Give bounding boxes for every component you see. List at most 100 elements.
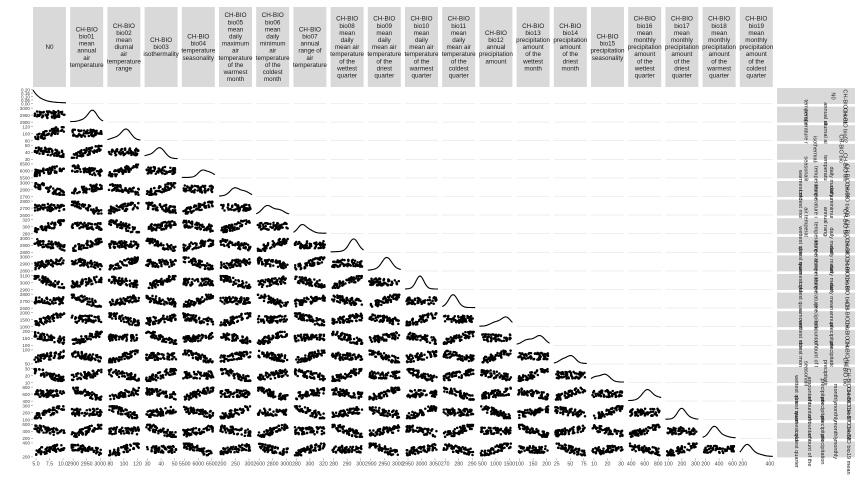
scatter-point — [39, 321, 42, 324]
scatter-point — [95, 239, 98, 242]
scatter-point — [157, 190, 160, 193]
scatter-point — [86, 297, 89, 300]
scatter-point — [170, 298, 173, 301]
scatter-point — [169, 170, 172, 173]
scatter-point — [42, 152, 45, 155]
panel-bio07-bio07 — [293, 225, 326, 234]
scatter-point — [50, 283, 53, 286]
scatter-point — [156, 240, 159, 243]
scatter-point — [56, 315, 59, 318]
scatter-point — [48, 208, 51, 211]
scatter-point — [279, 299, 282, 302]
scatter-point — [116, 262, 119, 265]
scatter-point — [333, 298, 336, 301]
scatter-point — [63, 287, 66, 290]
scatter-point — [122, 171, 125, 174]
scatter-point — [42, 208, 45, 211]
scatter-point — [82, 319, 85, 322]
scatter-point — [54, 191, 57, 194]
scatter-point — [339, 264, 342, 267]
scatter-point — [165, 318, 168, 321]
scatter-point — [71, 285, 74, 288]
scatter-point — [298, 242, 301, 245]
scatter-point — [98, 132, 101, 135]
scatter-point — [311, 301, 314, 304]
scatter-point — [153, 170, 156, 173]
scatter-point — [391, 280, 394, 283]
scatter-point — [100, 212, 103, 215]
scatter-point — [109, 171, 112, 174]
scatter-point — [60, 257, 63, 260]
scatter-point — [78, 299, 81, 302]
scatter-point — [61, 149, 64, 152]
strip-right-bg — [777, 441, 855, 457]
scatter-point — [190, 300, 193, 303]
scatter-point — [152, 316, 155, 319]
scatter-point — [225, 225, 228, 228]
scatter-point — [50, 134, 53, 137]
scatter-point — [240, 313, 243, 316]
scatter-point — [171, 173, 174, 176]
scatter-point — [84, 318, 87, 321]
scatter-point — [112, 264, 115, 267]
scatter-point — [134, 191, 137, 194]
scatter-point — [45, 244, 48, 247]
scatter-point — [92, 150, 95, 153]
scatter-point — [151, 287, 154, 290]
scatter-point — [186, 185, 189, 188]
scatter-point — [85, 207, 88, 210]
scatter-point — [302, 301, 305, 304]
strip-right-label: monthly — [832, 384, 838, 404]
scatter-point — [319, 244, 322, 247]
density-curve — [293, 225, 326, 234]
scatter-point — [51, 128, 54, 131]
scatter-point — [285, 226, 288, 229]
scatter-point — [46, 226, 49, 229]
scatter-point — [202, 241, 205, 244]
scatter-point — [262, 263, 265, 266]
scatter-point — [233, 322, 236, 325]
scatter-point — [160, 265, 163, 268]
scatter-point — [74, 129, 77, 132]
density-curve — [107, 129, 140, 140]
scatter-point — [186, 247, 189, 250]
scatter-point — [122, 317, 125, 320]
scatter-point — [85, 284, 88, 287]
scatter-point — [281, 265, 284, 268]
scatter-point — [86, 132, 89, 135]
scatter-point — [323, 256, 326, 259]
scatter-point — [159, 204, 162, 207]
scatter-point — [284, 278, 287, 281]
scatter-point — [119, 240, 122, 243]
scatter-point — [121, 279, 124, 282]
scatter-point — [85, 321, 88, 324]
scatter-point — [174, 212, 177, 215]
scatter-point — [238, 209, 241, 212]
scatter-point — [154, 228, 157, 231]
scatter-point — [341, 295, 344, 298]
scatter-point — [197, 280, 200, 283]
scatter-point — [148, 263, 151, 266]
scatter-point — [63, 130, 66, 133]
scatter-point — [118, 277, 121, 280]
scatter-point — [410, 302, 413, 305]
scatter-point — [93, 277, 96, 280]
scatter-point — [229, 319, 232, 322]
scatter-point — [171, 220, 174, 223]
scatter-point — [90, 226, 93, 229]
scatter-point — [46, 208, 49, 211]
scatter-point — [80, 281, 83, 284]
scatter-point — [311, 285, 314, 288]
scatter-point — [269, 284, 272, 287]
scatter-point — [239, 225, 242, 228]
scatter-point — [187, 281, 190, 284]
scatter-point — [166, 263, 169, 266]
scatter-point — [54, 284, 57, 287]
scatter-point — [49, 129, 52, 132]
scatter-point — [47, 188, 50, 191]
scatter-point — [42, 323, 45, 326]
strip-right-label: monthly — [832, 421, 838, 441]
